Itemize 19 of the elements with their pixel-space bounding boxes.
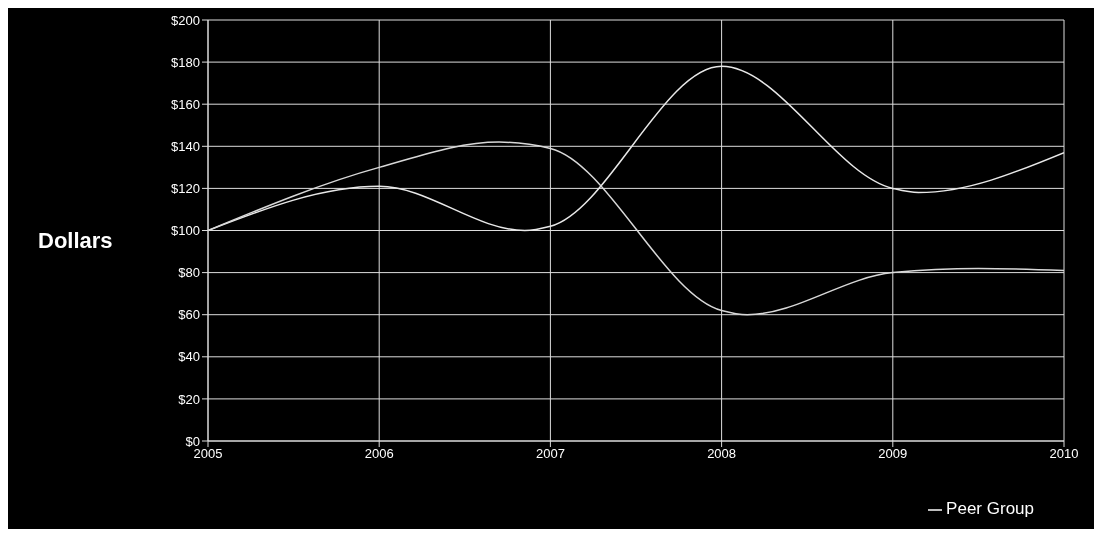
x-tick-label: 2006: [364, 446, 394, 462]
y-tick-label: $80: [178, 265, 200, 281]
y-tick-label: $60: [178, 307, 200, 323]
x-tick-label: 2005: [193, 446, 223, 462]
y-tick-label: $200: [171, 12, 200, 28]
x-tick-label: 2008: [707, 446, 737, 462]
y-tick-label: $40: [178, 349, 200, 365]
x-tick-label: 2010: [1049, 446, 1079, 462]
y-tick-label: $160: [171, 96, 200, 112]
y-tick-label: $100: [171, 223, 200, 239]
y-tick-label: $140: [171, 138, 200, 154]
x-tick-label: 2007: [535, 446, 565, 462]
y-tick-label: $120: [171, 181, 200, 197]
y-tick-label: $180: [171, 54, 200, 70]
y-tick-label: $0: [185, 433, 200, 449]
x-tick-label: 2009: [878, 446, 908, 462]
legend-label: Peer Group: [946, 499, 1034, 518]
y-axis-title: Dollars: [38, 228, 113, 254]
y-tick-label: $20: [178, 391, 200, 407]
